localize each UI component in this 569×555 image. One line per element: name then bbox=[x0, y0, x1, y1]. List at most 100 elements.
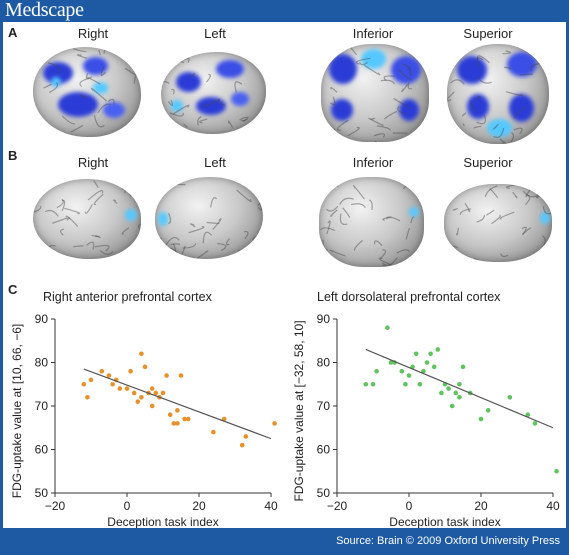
chart1-point bbox=[239, 442, 245, 448]
figure-panel: A Right Left Inferior Superior B Right L… bbox=[3, 22, 566, 528]
brain-gyrus-line bbox=[462, 123, 465, 126]
brain-gyrus-line bbox=[368, 199, 373, 211]
brain-gyrus-line bbox=[33, 184, 39, 192]
brain-gyrus-line bbox=[476, 57, 484, 68]
chart2-point bbox=[485, 408, 491, 413]
brain-gyrus-line bbox=[70, 124, 84, 133]
brain-gyrus-line bbox=[337, 119, 349, 131]
brain-gyrus-line bbox=[196, 250, 209, 259]
chart1-point bbox=[106, 373, 112, 378]
chart2-point bbox=[399, 368, 405, 374]
brain-gyrus-line bbox=[512, 191, 518, 199]
chart1-point bbox=[160, 390, 166, 396]
brain-gyrus-line bbox=[87, 190, 104, 201]
brain-gyrus-line bbox=[464, 202, 471, 213]
brain-gyrus-line bbox=[322, 239, 329, 251]
brain-gyrus-line bbox=[382, 257, 398, 266]
brain-gyrus-line bbox=[199, 118, 208, 124]
chart2-point bbox=[406, 373, 412, 378]
chart2-point bbox=[413, 351, 419, 357]
chart2-point bbox=[417, 381, 423, 387]
brain-gyrus-line bbox=[446, 245, 459, 249]
chart1-x-tick-label: 0 bbox=[124, 499, 131, 513]
brain-gyrus-line bbox=[176, 57, 190, 64]
brain-gyrus-line bbox=[410, 216, 415, 224]
brain-gyrus-line bbox=[34, 125, 43, 133]
brain-gyrus-line bbox=[505, 91, 524, 97]
brain-gyrus-line bbox=[477, 77, 492, 84]
panel-b-label: B bbox=[8, 148, 18, 163]
brain-gyrus-line bbox=[189, 72, 196, 78]
chart1-point bbox=[110, 381, 115, 387]
brain-gyrus-line bbox=[447, 44, 461, 51]
chart2-point bbox=[388, 360, 394, 365]
brain-gyrus-line bbox=[447, 59, 452, 71]
panel-a-view-right: Right bbox=[77, 26, 109, 41]
brain-gyrus-line bbox=[171, 243, 177, 255]
brain-gyrus-line bbox=[155, 177, 165, 184]
brain-gyrus-line bbox=[393, 98, 412, 110]
brain-gyrus-line bbox=[257, 202, 263, 211]
brain-gyrus-line bbox=[137, 223, 141, 230]
brain-gyrus-line bbox=[530, 63, 540, 72]
chart2-point bbox=[460, 364, 466, 370]
chart2-x-tick-label: −20 bbox=[327, 499, 348, 513]
brain-gyrus-line bbox=[473, 125, 482, 129]
chart2-point bbox=[453, 390, 459, 396]
chart1-point bbox=[135, 399, 141, 404]
brain-gyrus-line bbox=[189, 223, 196, 228]
brain-gyrus-line bbox=[210, 197, 218, 208]
chart2-y-axis-label: FDG-uptake value at [−32, 58, 10] bbox=[292, 320, 306, 501]
panel-a-view-left: Left bbox=[204, 26, 226, 41]
chart1-point bbox=[185, 416, 191, 422]
brain-gyrus-line bbox=[52, 217, 71, 224]
brain-gyrus-line bbox=[257, 195, 263, 207]
brain-gyrus-line bbox=[370, 117, 376, 121]
brain-gyrus-line bbox=[500, 253, 509, 258]
brain-gyrus-line bbox=[170, 243, 181, 246]
brain-gyrus-line bbox=[236, 189, 252, 203]
brain-gyrus-line bbox=[461, 112, 467, 117]
chart1-point bbox=[128, 368, 133, 374]
brain-gyrus-line bbox=[234, 81, 243, 93]
brain-gyrus-line bbox=[94, 244, 110, 252]
brain-gyrus-line bbox=[383, 75, 395, 81]
brain-gyrus-line bbox=[339, 197, 354, 205]
chart1-point bbox=[211, 429, 216, 435]
brain-gyrus-line bbox=[444, 190, 448, 199]
brain-gyrus-line bbox=[65, 215, 79, 227]
brain-gyrus-line bbox=[97, 103, 111, 114]
chart2-point bbox=[431, 364, 437, 370]
brain-gyrus-line bbox=[547, 184, 552, 187]
brain-gyrus-line bbox=[85, 73, 93, 80]
chart1-x-tick-label: 20 bbox=[192, 499, 206, 513]
brain-gyrus-line bbox=[376, 125, 391, 131]
brain-gyrus-line bbox=[405, 227, 411, 240]
brain-gyrus-line bbox=[167, 99, 174, 107]
brain-gyrus-line bbox=[320, 227, 335, 231]
brain-gyrus-line bbox=[402, 179, 415, 190]
brain-gyrus-line bbox=[373, 240, 383, 246]
chart1-x-tick-label: −20 bbox=[45, 499, 66, 513]
chart1-x-axis-label: Deception task index bbox=[107, 515, 218, 528]
brain-gyrus-line bbox=[384, 110, 398, 120]
brain-a-inferior bbox=[321, 44, 429, 142]
brain-gyrus-line bbox=[544, 54, 549, 59]
brain-gyrus-line bbox=[47, 62, 61, 75]
brain-gyrus-line bbox=[450, 79, 465, 85]
brain-gyrus-line bbox=[328, 178, 339, 187]
footer-bar: Source: Brain © 2009 Oxford University P… bbox=[0, 528, 569, 555]
brain-gyrus-line bbox=[122, 184, 135, 190]
brain-gyrus-line bbox=[499, 211, 515, 220]
chart2-point bbox=[457, 395, 462, 400]
brain-gyrus-line bbox=[113, 199, 118, 205]
brain-b-superior bbox=[444, 184, 552, 262]
brain-gyrus-line bbox=[326, 205, 339, 212]
chart2-x-tick-label: 40 bbox=[546, 499, 560, 513]
panel-b-view-left: Left bbox=[204, 155, 226, 170]
chart2-point bbox=[374, 368, 379, 374]
brain-gyrus-line bbox=[86, 241, 95, 250]
chart2-trend-line bbox=[365, 348, 554, 429]
brain-gyrus-line bbox=[459, 208, 471, 215]
brain-gyrus-line bbox=[519, 73, 533, 76]
